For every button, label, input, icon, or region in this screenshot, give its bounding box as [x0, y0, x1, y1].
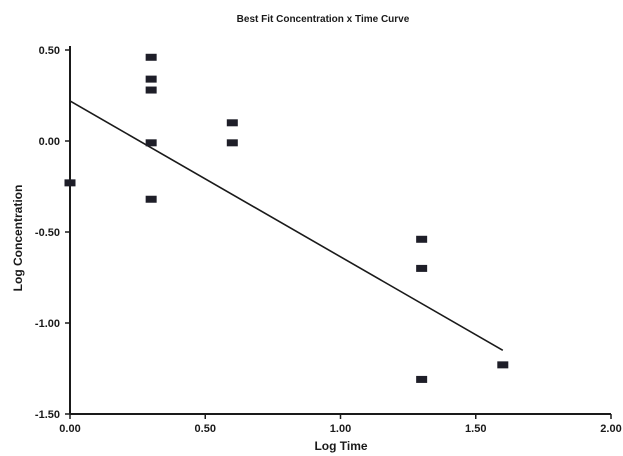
- x-tick-label: 2.00: [600, 423, 621, 435]
- y-ticks: 0.50 0.00 -0.50 -1.00 -1.50: [35, 45, 70, 421]
- data-point: [416, 375, 428, 383]
- y-tick-label: -0.50: [35, 227, 60, 239]
- axes: [69, 46, 611, 415]
- data-point: [497, 361, 509, 369]
- best-fit-line: [69, 100, 504, 351]
- data-point: [145, 75, 157, 83]
- data-point: [226, 119, 238, 127]
- y-tick-label: -1.50: [35, 409, 60, 421]
- data-point: [145, 53, 157, 61]
- fit-lines: [69, 100, 504, 351]
- data-point: [416, 264, 428, 272]
- data-point: [64, 179, 76, 187]
- chart-title: Best Fit Concentration x Time Curve: [237, 14, 410, 25]
- x-tick-label: 1.50: [465, 423, 486, 435]
- data-point: [226, 139, 238, 147]
- data-point: [416, 235, 428, 243]
- x-tick-label: 0.00: [59, 423, 80, 435]
- y-axis-title: Log Concentration: [11, 185, 25, 292]
- y-tick-label: 0.50: [39, 45, 60, 57]
- data-point: [145, 139, 157, 147]
- data-point: [145, 195, 157, 203]
- x-ticks: 0.00 0.50 1.00 1.50 2.00: [59, 414, 622, 435]
- x-axis-title: Log Time: [314, 439, 367, 453]
- data-point: [145, 86, 157, 94]
- y-tick-label: -1.00: [35, 318, 60, 330]
- x-tick-label: 0.50: [195, 423, 216, 435]
- points: [64, 53, 509, 383]
- y-tick-label: 0.00: [39, 136, 60, 148]
- x-tick-label: 1.00: [330, 423, 351, 435]
